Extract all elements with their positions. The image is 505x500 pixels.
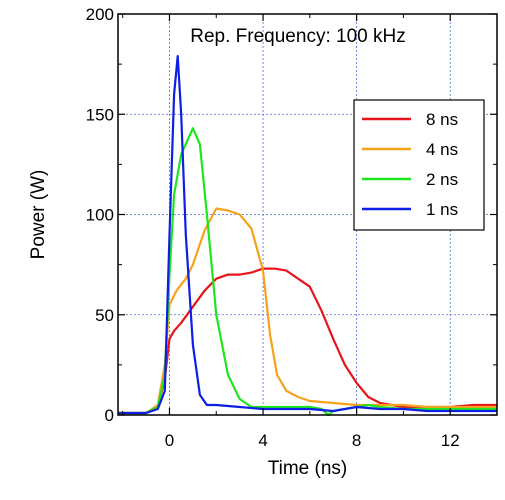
series-lines bbox=[118, 54, 497, 417]
y-axis-label: Power (W) bbox=[28, 170, 49, 260]
legend-label: 1 ns bbox=[426, 200, 458, 219]
legend-label: 8 ns bbox=[426, 110, 458, 129]
chart-annotation: Rep. Frequency: 100 kHz bbox=[190, 26, 405, 47]
y-tick-label: 200 bbox=[86, 5, 114, 24]
legend: 8 ns 4 ns 2 ns 1 ns bbox=[353, 99, 485, 231]
series-line-4 bbox=[118, 54, 497, 415]
legend-label: 2 ns bbox=[426, 170, 458, 189]
legend-label: 4 ns bbox=[426, 140, 458, 159]
y-tick-label: 0 bbox=[105, 406, 114, 425]
x-tick-label: 8 bbox=[352, 431, 361, 450]
y-tick-label: 100 bbox=[86, 206, 114, 225]
series-line-3 bbox=[118, 127, 497, 417]
y-tick-label: 50 bbox=[95, 306, 114, 325]
x-tick-label: 0 bbox=[165, 431, 174, 450]
x-tick-label: 4 bbox=[258, 431, 267, 450]
x-tick-label: 12 bbox=[441, 431, 460, 450]
x-axis-label: Time (ns) bbox=[268, 458, 348, 479]
y-tick-label: 150 bbox=[86, 105, 114, 124]
axis-ticks: 0 4 8 12 0 50 100 150 200 bbox=[86, 5, 498, 450]
series-line-1 bbox=[118, 267, 497, 415]
series-line-2 bbox=[118, 207, 497, 415]
